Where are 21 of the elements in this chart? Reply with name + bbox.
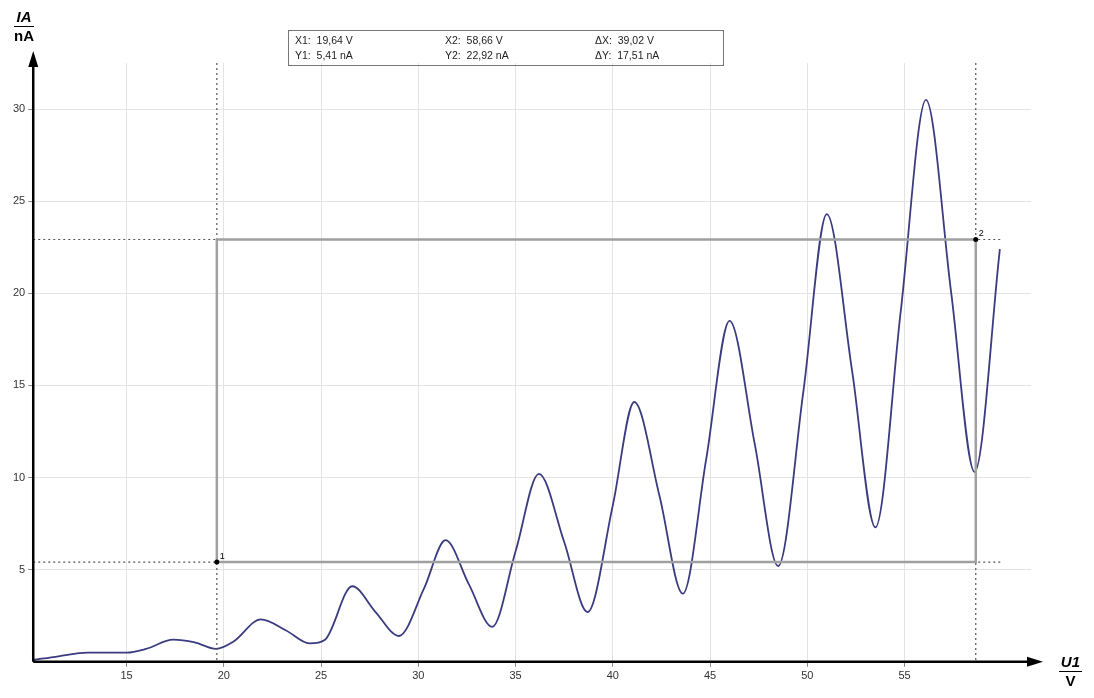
annotation: 2 xyxy=(978,228,984,239)
x-tick-label: 40 xyxy=(606,669,619,682)
y-tick-label: 25 xyxy=(12,194,26,207)
annotation: 1 xyxy=(219,551,225,562)
y-tick-label: 10 xyxy=(12,470,26,483)
x-tick-label: 15 xyxy=(120,669,133,682)
x-tick-label: 45 xyxy=(703,669,717,682)
readout-panel: X1: 19,64 V X2: 58,66 V ΔX: 39,02 V Y1: 5,41 nA Y2: 22,92 nA ΔY: 17,51 nA xyxy=(288,30,724,66)
x-axis-title: U1 V xyxy=(1059,653,1081,690)
x-tick-label: 25 xyxy=(314,669,328,682)
line-series xyxy=(33,98,1001,661)
x-tick-label: 55 xyxy=(898,669,911,682)
y-tick-label: 30 xyxy=(12,102,26,115)
x-tick-label: 20 xyxy=(217,669,230,682)
y-axis-title: IA nA xyxy=(14,8,34,45)
y-tick-label: 20 xyxy=(12,286,26,299)
x-tick-label: 50 xyxy=(801,669,814,682)
x-tick-label: 30 xyxy=(412,669,425,682)
y-tick-label: 5 xyxy=(19,562,26,575)
x-tick-label: 35 xyxy=(509,669,522,682)
y-tick-label: 15 xyxy=(12,378,26,391)
